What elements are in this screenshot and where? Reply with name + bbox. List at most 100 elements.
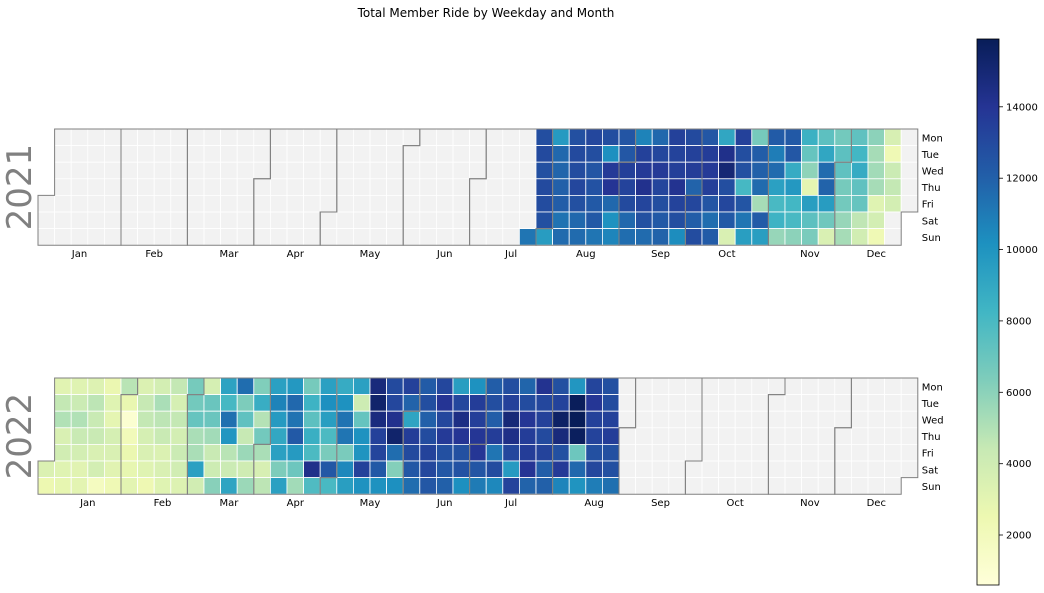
day-cell [900, 410, 919, 429]
day-cell [618, 145, 637, 163]
day-cell [54, 410, 72, 429]
day-cell [469, 228, 487, 246]
day-cell [369, 145, 388, 163]
day-cell [286, 410, 305, 429]
day-cell [602, 161, 620, 180]
day-cell [701, 228, 720, 246]
day-cell [452, 211, 471, 230]
day-cell [734, 460, 753, 479]
month-label-jun: Jun [436, 249, 453, 260]
day-cell [269, 161, 288, 180]
day-cell [286, 145, 305, 163]
day-cell [817, 460, 836, 479]
day-cell [137, 194, 155, 213]
weekday-label-wed: Wed [922, 416, 944, 427]
day-cell [784, 228, 803, 246]
day-cell [286, 128, 305, 147]
day-cell [718, 178, 736, 196]
day-cell [435, 477, 454, 495]
day-cell [137, 377, 155, 396]
day-cell [369, 228, 388, 246]
day-cell [70, 161, 89, 180]
day-cell [784, 178, 803, 196]
day-cell [900, 427, 919, 445]
day-cell [701, 161, 720, 180]
day-cell [319, 178, 338, 196]
day-cell [469, 460, 487, 479]
day-cell [552, 377, 570, 396]
day-cell [651, 161, 670, 180]
day-cell [137, 443, 155, 462]
day-cell [519, 394, 537, 412]
day-cell [867, 377, 886, 396]
day-cell [120, 178, 139, 196]
day-cell [104, 211, 122, 230]
day-cell [402, 460, 421, 479]
day-cell [685, 161, 703, 180]
day-cell [801, 211, 819, 230]
day-cell [419, 410, 437, 429]
day-cell [386, 377, 404, 396]
day-cell [718, 443, 736, 462]
day-cell [718, 194, 736, 213]
day-cell [186, 410, 205, 429]
day-cell [419, 178, 437, 196]
day-cell [668, 178, 686, 196]
day-cell [336, 394, 354, 412]
day-cell [435, 377, 454, 396]
day-cell [70, 211, 89, 230]
day-cell [851, 443, 869, 462]
day-cell [668, 377, 686, 396]
day-cell [685, 228, 703, 246]
day-cell [70, 178, 89, 196]
day-cell [519, 443, 537, 462]
month-label-sep: Sep [651, 498, 670, 509]
day-cell [104, 477, 122, 495]
day-cell [718, 394, 736, 412]
day-cell [137, 427, 155, 445]
day-cell [452, 410, 471, 429]
day-cell [186, 161, 205, 180]
month-label-dec: Dec [867, 249, 886, 260]
day-cell [236, 161, 255, 180]
day-cell [602, 443, 620, 462]
day-cell [817, 427, 836, 445]
day-cell [635, 443, 653, 462]
day-cell [801, 410, 819, 429]
calendar-panel-2021: Jan Feb Mar Apr May Jun Jul Aug Sep Oct Nov Dec Mon T… [0, 128, 944, 260]
day-cell [768, 211, 786, 230]
day-cell [817, 377, 836, 396]
day-cell [701, 443, 720, 462]
day-cell [303, 443, 321, 462]
day-cell [120, 460, 139, 479]
day-cell [651, 460, 670, 479]
day-cell [170, 460, 188, 479]
day-cell [734, 161, 753, 180]
day-cell [701, 460, 720, 479]
day-cell [186, 178, 205, 196]
day-cell [120, 427, 139, 445]
day-cell [469, 211, 487, 230]
day-cell [768, 194, 786, 213]
day-cell [602, 394, 620, 412]
day-cell [104, 128, 122, 147]
day-cell [502, 211, 520, 230]
day-cell [568, 460, 587, 479]
day-cell [768, 443, 786, 462]
day-cell [568, 443, 587, 462]
day-cell [502, 145, 520, 163]
day-cell [784, 161, 803, 180]
day-cell [618, 443, 637, 462]
day-cell [469, 427, 487, 445]
day-cell [286, 460, 305, 479]
day-cell [469, 443, 487, 462]
day-cell [54, 394, 72, 412]
day-cell [602, 427, 620, 445]
day-cell [568, 228, 587, 246]
day-cell [186, 394, 205, 412]
day-cell [286, 443, 305, 462]
day-cell [585, 477, 603, 495]
day-cell [519, 128, 537, 147]
day-cell [867, 427, 886, 445]
day-cell [817, 145, 836, 163]
